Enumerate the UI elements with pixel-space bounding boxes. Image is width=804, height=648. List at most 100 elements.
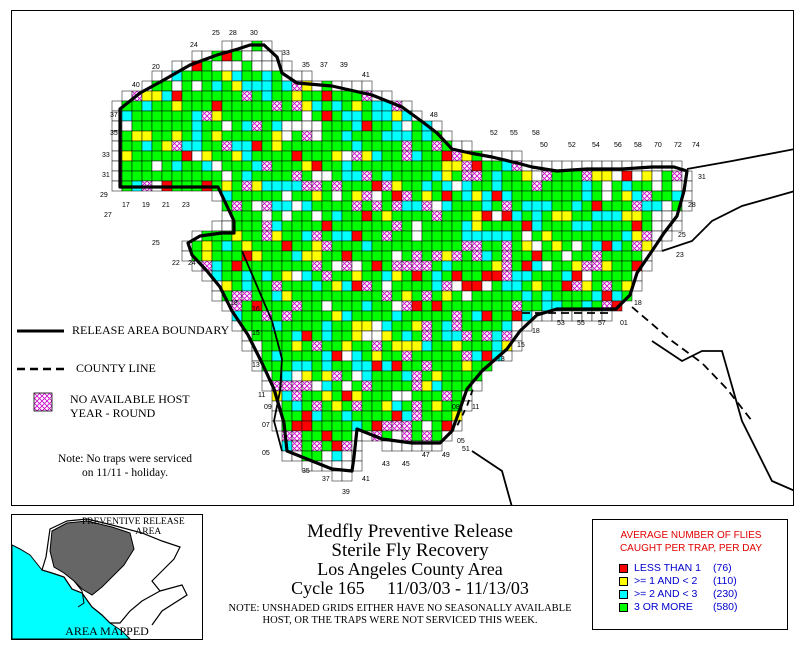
trap-grid-cell (421, 170, 433, 182)
trap-grid-cell (421, 250, 433, 262)
trap-grid-cell (271, 290, 283, 302)
trap-grid-cell (611, 230, 623, 242)
trap-grid-cell (321, 420, 333, 432)
trap-grid-cell (541, 270, 553, 282)
trap-grid-cell (281, 180, 293, 192)
trap-grid-cell (441, 320, 453, 332)
trap-grid-cell (571, 260, 583, 272)
trap-grid-cell (371, 210, 383, 222)
trap-grid-cell (331, 260, 343, 272)
trap-grid-cell (291, 130, 303, 142)
grid-label: 39 (342, 489, 350, 496)
trap-grid-cell (501, 200, 513, 212)
trap-grid-cell (251, 130, 263, 142)
trap-grid-cell (121, 140, 133, 152)
trap-grid-cell (321, 240, 333, 252)
trap-grid-cell (261, 230, 273, 242)
trap-grid-cell (531, 170, 543, 182)
trap-grid-cell (511, 290, 523, 302)
trap-grid-cell (171, 140, 183, 152)
trap-grid-cell (521, 300, 533, 312)
trap-grid-cell (301, 340, 313, 352)
trap-grid-cell (251, 60, 263, 72)
trap-grid-cell (281, 220, 293, 232)
trap-grid-cell (281, 190, 293, 202)
trap-grid-cell (441, 350, 453, 362)
trap-grid-cell (261, 250, 273, 262)
trap-grid-cell (351, 400, 363, 412)
trap-grid-cell (391, 190, 403, 202)
trap-grid-cell (441, 240, 453, 252)
trap-grid-cell (221, 260, 233, 272)
trap-grid-cell (561, 290, 573, 302)
trap-grid-cell (301, 230, 313, 242)
trap-grid-cell (471, 330, 483, 342)
trap-grid-cell (441, 310, 453, 322)
trap-grid-cell (321, 440, 333, 452)
trap-grid-cell (281, 270, 293, 282)
trap-grid-cell (251, 200, 263, 212)
trap-grid-cell (381, 420, 393, 432)
trap-grid-cell (661, 180, 673, 192)
trap-grid-cell (331, 440, 343, 452)
trap-grid-cell (361, 370, 373, 382)
trap-grid-cell (331, 290, 343, 302)
trap-grid-cell (261, 240, 273, 252)
trap-grid-cell (491, 270, 503, 282)
trap-grid-cell (151, 160, 163, 172)
grid-label: 13 (252, 362, 260, 369)
trap-grid-cell (581, 290, 593, 302)
trap-grid-cell (261, 140, 273, 152)
trap-grid-cell (281, 280, 293, 292)
trap-grid-cell (491, 290, 503, 302)
trap-grid-cell (341, 210, 353, 222)
trap-grid-cell (461, 250, 473, 262)
grid-label: 31 (102, 172, 110, 179)
trap-grid-cell (281, 390, 293, 402)
trap-grid-cell (381, 350, 393, 362)
trap-grid-cell (321, 300, 333, 312)
trap-grid-cell (591, 190, 603, 202)
trap-grid-cell (341, 390, 353, 402)
trap-grid-cell (321, 140, 333, 152)
trap-grid-cell (311, 420, 323, 432)
trap-grid-cell (161, 150, 173, 162)
trap-grid-cell (281, 400, 293, 412)
trap-grid-cell (291, 180, 303, 192)
trap-grid-cell (581, 170, 593, 182)
trap-grid-cell (251, 140, 263, 152)
trap-grid-cell (321, 170, 333, 182)
trap-grid-cell (421, 130, 433, 142)
trap-grid-cell (211, 220, 223, 232)
trap-grid-cell (581, 190, 593, 202)
trap-grid-cell (311, 160, 323, 172)
inset-title-line1: PREVENTIVE RELEASE (82, 517, 185, 527)
trap-grid-cell (271, 110, 283, 122)
trap-grid-cell (321, 180, 333, 192)
trap-grid-cell (301, 260, 313, 272)
trap-grid-cell (301, 310, 313, 322)
trap-grid-cell (481, 340, 493, 352)
fly-legend-swatch (619, 577, 628, 586)
trap-grid-cell (441, 390, 453, 402)
holiday-note: Note: No traps were serviced on 11/11 - … (40, 452, 210, 480)
trap-grid-cell (301, 160, 313, 172)
trap-grid-cell (501, 190, 513, 202)
trap-grid-cell (201, 80, 213, 92)
trap-grid-cell (341, 290, 353, 302)
trap-grid-cell (381, 340, 393, 352)
trap-grid-cell (411, 210, 423, 222)
trap-grid-cell (251, 240, 263, 252)
trap-grid-cell (291, 110, 303, 122)
trap-grid-cell (581, 270, 593, 282)
trap-grid-cell (281, 360, 293, 372)
trap-grid-cell (421, 420, 433, 432)
trap-grid-cell (631, 180, 643, 192)
trap-grid-cell (571, 250, 583, 262)
grid-label: 40 (132, 82, 140, 89)
trap-grid-cell (181, 170, 193, 182)
trap-grid-cell (361, 250, 373, 262)
trap-grid-cell (651, 170, 663, 182)
grid-label: 37 (322, 476, 330, 483)
trap-grid-cell (331, 310, 343, 322)
